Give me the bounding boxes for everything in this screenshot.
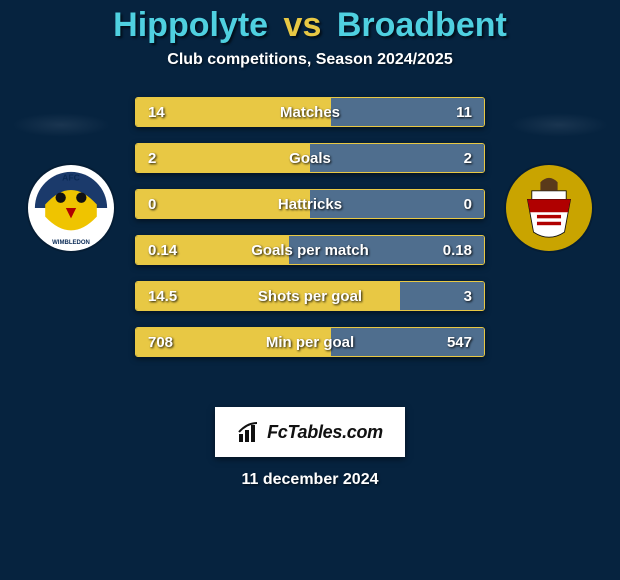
stats-arena: AFC WIMBLEDON 1411Matches 22Goals 00Hattri… — [0, 97, 620, 397]
stat-label: Goals — [136, 144, 484, 173]
club-crest-right — [506, 165, 592, 251]
club-crest-left: AFC WIMBLEDON — [28, 165, 114, 251]
stat-row: 22Goals — [135, 143, 485, 173]
stat-label: Shots per goal — [136, 282, 484, 311]
comparison-title: Hippolyte vs Broadbent — [0, 0, 620, 45]
wimbledon-crest-icon: AFC WIMBLEDON — [28, 165, 114, 251]
player-2-name: Broadbent — [337, 6, 507, 44]
brand-box: FcTables.com — [215, 407, 405, 457]
svg-text:AFC: AFC — [62, 172, 80, 182]
stat-row: 1411Matches — [135, 97, 485, 127]
title-vs: vs — [284, 6, 322, 44]
stat-rows: 1411Matches 22Goals 00Hattricks 0.140.18Goa… — [135, 97, 485, 373]
player-2-shadow — [510, 113, 608, 137]
brand-text: FcTables.com — [267, 422, 383, 443]
subtitle: Club competitions, Season 2024/2025 — [0, 51, 620, 69]
fctables-logo-icon — [237, 420, 261, 444]
stat-label: Matches — [136, 98, 484, 127]
player-1-shadow — [12, 113, 110, 137]
stat-row: 708547Min per goal — [135, 327, 485, 357]
date-stamp: 11 december 2024 — [0, 471, 620, 489]
stat-label: Goals per match — [136, 236, 484, 265]
stat-label: Hattricks — [136, 190, 484, 219]
stat-row: 14.53Shots per goal — [135, 281, 485, 311]
doncaster-crest-icon — [506, 165, 592, 251]
player-1-name: Hippolyte — [113, 6, 268, 44]
svg-text:WIMBLEDON: WIMBLEDON — [52, 240, 90, 246]
stat-row: 00Hattricks — [135, 189, 485, 219]
stat-label: Min per goal — [136, 328, 484, 357]
stat-row: 0.140.18Goals per match — [135, 235, 485, 265]
